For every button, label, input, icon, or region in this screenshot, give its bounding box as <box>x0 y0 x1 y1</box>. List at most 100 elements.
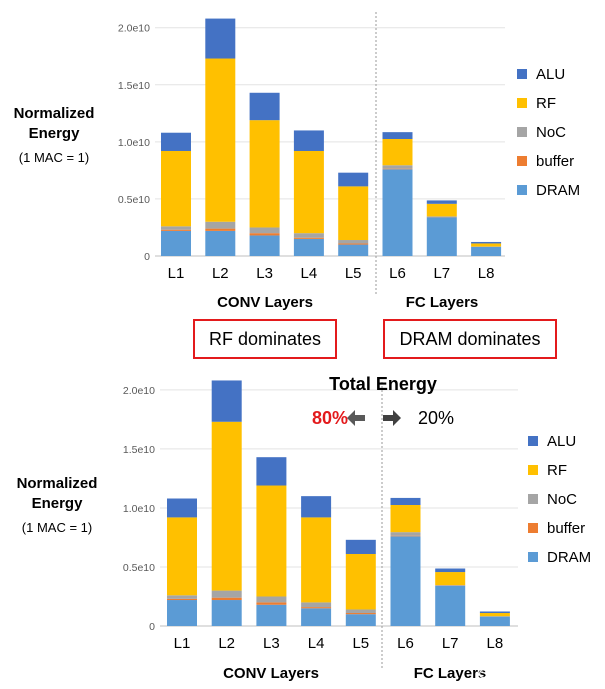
x-category-label: L1 <box>174 635 191 652</box>
bar-l8-dram <box>471 246 502 256</box>
bar-l5-noc <box>345 609 376 614</box>
bar-l1-noc <box>167 595 197 599</box>
y-axis-label-line2: Energy <box>29 125 81 142</box>
bar-l2-dram <box>205 230 236 256</box>
y-tick-label: 2.0e10 <box>118 23 150 35</box>
bar-l1-buffer <box>161 229 191 231</box>
legend-swatch-dram <box>517 185 527 195</box>
bar-l1-alu <box>161 132 191 151</box>
bar-l6-dram <box>382 169 413 256</box>
bar-l6-dram <box>390 536 421 626</box>
bar-l5-dram <box>338 244 369 256</box>
callout-box-0 <box>193 319 337 359</box>
legend-label-noc: NoC <box>536 124 566 141</box>
legend-swatch-rf <box>517 98 527 108</box>
bar-l8-rf <box>479 613 510 617</box>
bar-l8-alu <box>471 241 502 244</box>
watermark-text: CSDN @被选召的孩子 <box>478 666 600 681</box>
legend-swatch-alu <box>517 69 527 79</box>
bar-l6-buffer <box>382 168 413 170</box>
x-category-label: L1 <box>168 265 185 282</box>
bar-l2-rf <box>205 58 236 222</box>
split-right-percent: 20% <box>418 408 454 428</box>
bar-l8-alu <box>479 611 510 614</box>
legend-label-rf: RF <box>536 95 556 112</box>
y-axis-sublabel: (1 MAC = 1) <box>22 520 92 535</box>
bar-l4-dram <box>301 608 332 626</box>
bar-l3-rf <box>256 485 287 597</box>
x-category-label: L6 <box>397 635 414 652</box>
bar-l6-buffer <box>390 535 421 537</box>
bar-l2-buffer <box>205 228 236 231</box>
bar-l5-alu <box>345 539 376 554</box>
bar-l6-alu <box>382 132 413 139</box>
bar-l2-alu <box>211 380 242 422</box>
bar-l4-noc <box>293 233 324 238</box>
x-category-label: L4 <box>308 635 325 652</box>
top-stacked-bar-chart: 0 0.5e10 1.0e10 1.5e10 2.0e10 L1 L2 L3 L4 L5 L6 L7 L… <box>14 12 580 359</box>
bar-l6-noc <box>390 532 421 536</box>
bar-l6-noc <box>382 165 413 169</box>
bar-l4-alu <box>293 130 324 151</box>
bar-l5-rf <box>345 553 376 610</box>
group-label-1: FC Layers <box>406 294 479 311</box>
legend-swatch-noc <box>528 494 538 504</box>
callout-box-1 <box>383 319 557 359</box>
group-label-0: CONV Layers <box>223 665 319 682</box>
callout-text-1: DRAM dominates <box>399 329 540 349</box>
y-axis-label: Normalized <box>17 475 98 492</box>
legend-swatch-noc <box>517 127 527 137</box>
legend-label-dram: DRAM <box>536 182 580 199</box>
bar-l3-buffer <box>249 233 280 236</box>
bar-l1-dram <box>161 230 191 256</box>
y-tick-label: 1.5e10 <box>118 80 150 92</box>
bar-l7-noc <box>435 585 466 586</box>
bar-l3-alu <box>249 92 280 121</box>
y-axis-label: Normalized <box>14 105 95 122</box>
arrow-left-icon <box>347 410 365 426</box>
legend-swatch-alu <box>528 436 538 446</box>
y-tick-label: 1.0e10 <box>118 137 150 149</box>
y-tick-label: 2.0e10 <box>123 385 155 397</box>
x-category-label: L6 <box>389 265 406 282</box>
y-axis-sublabel: (1 MAC = 1) <box>19 150 89 165</box>
x-category-label: L7 <box>442 635 459 652</box>
y-tick-label: 0.5e10 <box>118 194 150 206</box>
x-category-label: L5 <box>352 635 369 652</box>
y-axis-label-line2: Energy <box>32 495 84 512</box>
bottom-stacked-bar-chart: 0 0.5e10 1.0e10 1.5e10 2.0e10 L1 L2 L3 L4 L5 L6 L7 L… <box>17 374 592 682</box>
callout-text-0: RF dominates <box>209 329 321 349</box>
x-category-label: L8 <box>487 635 504 652</box>
x-category-label: L3 <box>263 635 280 652</box>
bar-l2-dram <box>211 600 242 626</box>
bar-l4-alu <box>301 496 332 518</box>
bar-l5-rf <box>338 186 369 241</box>
bar-l8-rf <box>471 243 502 247</box>
bar-l5-buffer <box>345 613 376 615</box>
bar-l5-buffer <box>338 243 369 245</box>
legend-label-buffer: buffer <box>547 520 585 537</box>
legend-label-rf: RF <box>547 462 567 479</box>
bar-l5-noc <box>338 240 369 244</box>
bar-l6-rf <box>390 505 421 533</box>
y-tick-label: 1.0e10 <box>123 503 155 515</box>
bar-l1-rf <box>161 150 191 227</box>
y-tick-label: 0 <box>144 251 150 263</box>
bar-l3-noc <box>249 227 280 234</box>
bar-l3-dram <box>249 235 280 256</box>
bar-l8-dram <box>479 616 510 626</box>
x-category-label: L7 <box>433 265 450 282</box>
bar-l4-rf <box>301 517 332 603</box>
bar-l3-rf <box>249 120 280 228</box>
bar-l4-buffer <box>301 607 332 609</box>
group-label-1: FC Layers <box>414 665 487 682</box>
bar-l2-buffer <box>211 597 242 601</box>
legend-label-noc: NoC <box>547 491 577 508</box>
split-left-percent: 80% <box>312 408 348 428</box>
legend-swatch-buffer <box>528 523 538 533</box>
legend-swatch-rf <box>528 465 538 475</box>
x-category-label: L3 <box>256 265 273 282</box>
bar-l7-alu <box>426 200 457 204</box>
arrow-right-icon <box>383 410 401 426</box>
